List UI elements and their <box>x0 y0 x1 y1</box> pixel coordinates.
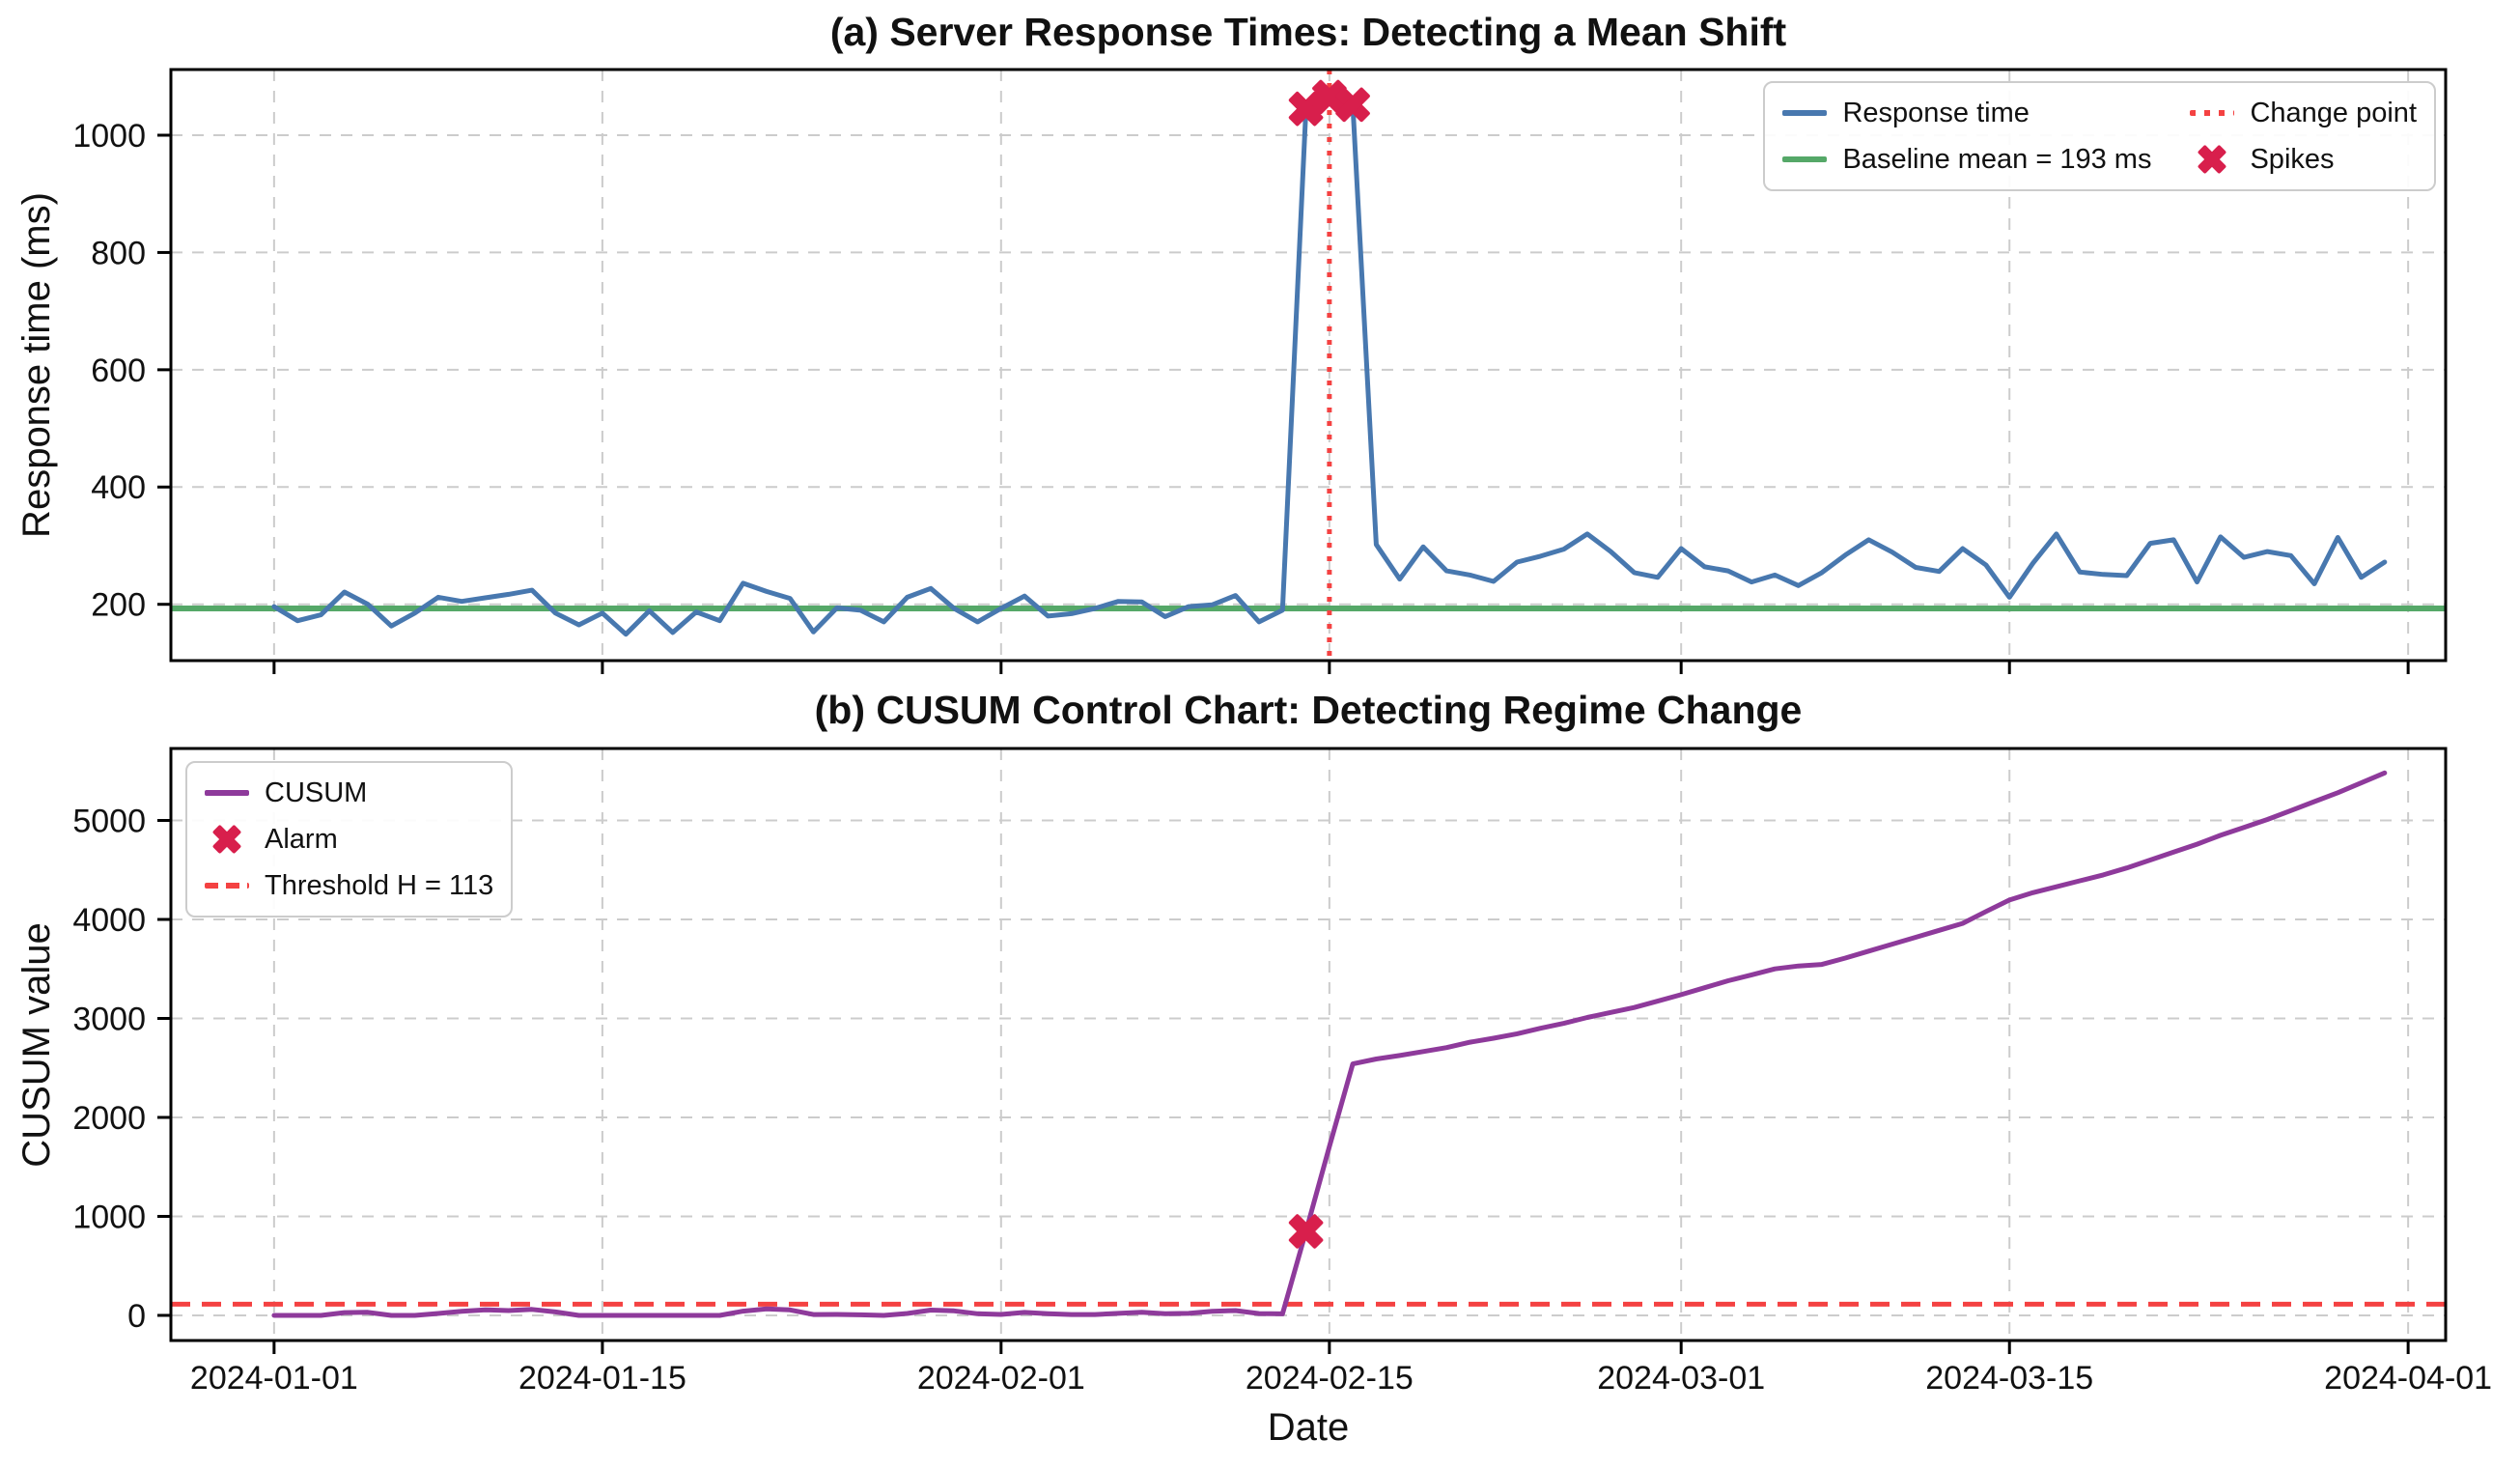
legend-label: CUSUM <box>265 776 368 808</box>
spike-marker <box>1288 91 1324 127</box>
y-tick-label: 4000 <box>72 902 146 939</box>
x-tick-label: 2024-02-01 <box>917 1360 1085 1397</box>
legend-item-spikes: Spikes <box>2190 141 2417 178</box>
response-time-line-swatch <box>1782 110 1828 116</box>
baseline-line-swatch <box>1782 156 1828 162</box>
cusum-line <box>271 770 2388 1318</box>
legend-column: CUSUM Alarm Threshold H = 113 <box>205 775 493 904</box>
x-tick-label: 2024-03-01 <box>1597 1360 1765 1397</box>
x-marker-icon <box>212 825 241 854</box>
x-tick-label: 2024-02-15 <box>1246 1360 1414 1397</box>
change-point-dotted-swatch <box>2190 110 2235 116</box>
y-tick-label: 5000 <box>72 803 146 839</box>
axes-frame <box>169 747 2448 1342</box>
chart-a-legend: Response time Baseline mean = 193 ms Cha… <box>1763 81 2436 191</box>
chart-b-title: (b) CUSUM Control Chart: Detecting Regim… <box>814 688 1803 732</box>
spike-marker <box>1335 87 1370 123</box>
legend-label: Alarm <box>265 823 338 855</box>
y-tick-label: 2000 <box>72 1100 146 1137</box>
x-marker-icon <box>2198 145 2226 174</box>
legend-column: Change point Spikes <box>2190 95 2417 178</box>
chart-b-legend: CUSUM Alarm Threshold H = 113 <box>185 761 514 918</box>
legend-label: Change point <box>2250 97 2417 128</box>
y-tick-label: 800 <box>91 235 146 271</box>
legend-label: Response time <box>1842 97 2030 128</box>
legend-item-baseline: Baseline mean = 193 ms <box>1782 141 2151 178</box>
y-tick-label: 0 <box>127 1298 146 1335</box>
y-tick-label: 3000 <box>72 1001 146 1037</box>
axes-frame <box>169 68 2448 663</box>
x-tick-label: 2024-01-01 <box>190 1360 358 1397</box>
chart-a-title: (a) Server Response Times: Detecting a M… <box>829 10 1787 54</box>
legend-label: Baseline mean = 193 ms <box>1842 143 2152 175</box>
threshold-dashed-swatch <box>205 883 249 889</box>
alarm-marker <box>1288 1214 1324 1249</box>
y-tick-label: 600 <box>91 353 146 389</box>
x-tick-label: 2024-01-15 <box>518 1360 686 1397</box>
legend-item-response-time: Response time <box>1782 95 2151 131</box>
y-tick-label: 400 <box>91 469 146 506</box>
legend-label: Threshold H = 113 <box>265 869 494 901</box>
legend-item-cusum: CUSUM <box>205 775 493 811</box>
legend-column: Response time Baseline mean = 193 ms <box>1782 95 2151 178</box>
cusum-line-swatch <box>205 790 249 796</box>
x-axis-label: Date <box>1267 1406 1350 1449</box>
legend-item-threshold: Threshold H = 113 <box>205 867 493 904</box>
y-tick-label: 200 <box>91 587 146 624</box>
legend-item-change-point: Change point <box>2190 95 2417 131</box>
spike-marker <box>1312 79 1347 115</box>
y-tick-label: 1000 <box>72 118 146 155</box>
legend-label: Spikes <box>2250 143 2335 175</box>
y-tick-label: 1000 <box>72 1199 146 1235</box>
legend-item-alarm: Alarm <box>205 821 493 858</box>
x-tick-label: 2024-04-01 <box>2324 1360 2492 1397</box>
x-tick-label: 2024-03-15 <box>1925 1360 2093 1397</box>
